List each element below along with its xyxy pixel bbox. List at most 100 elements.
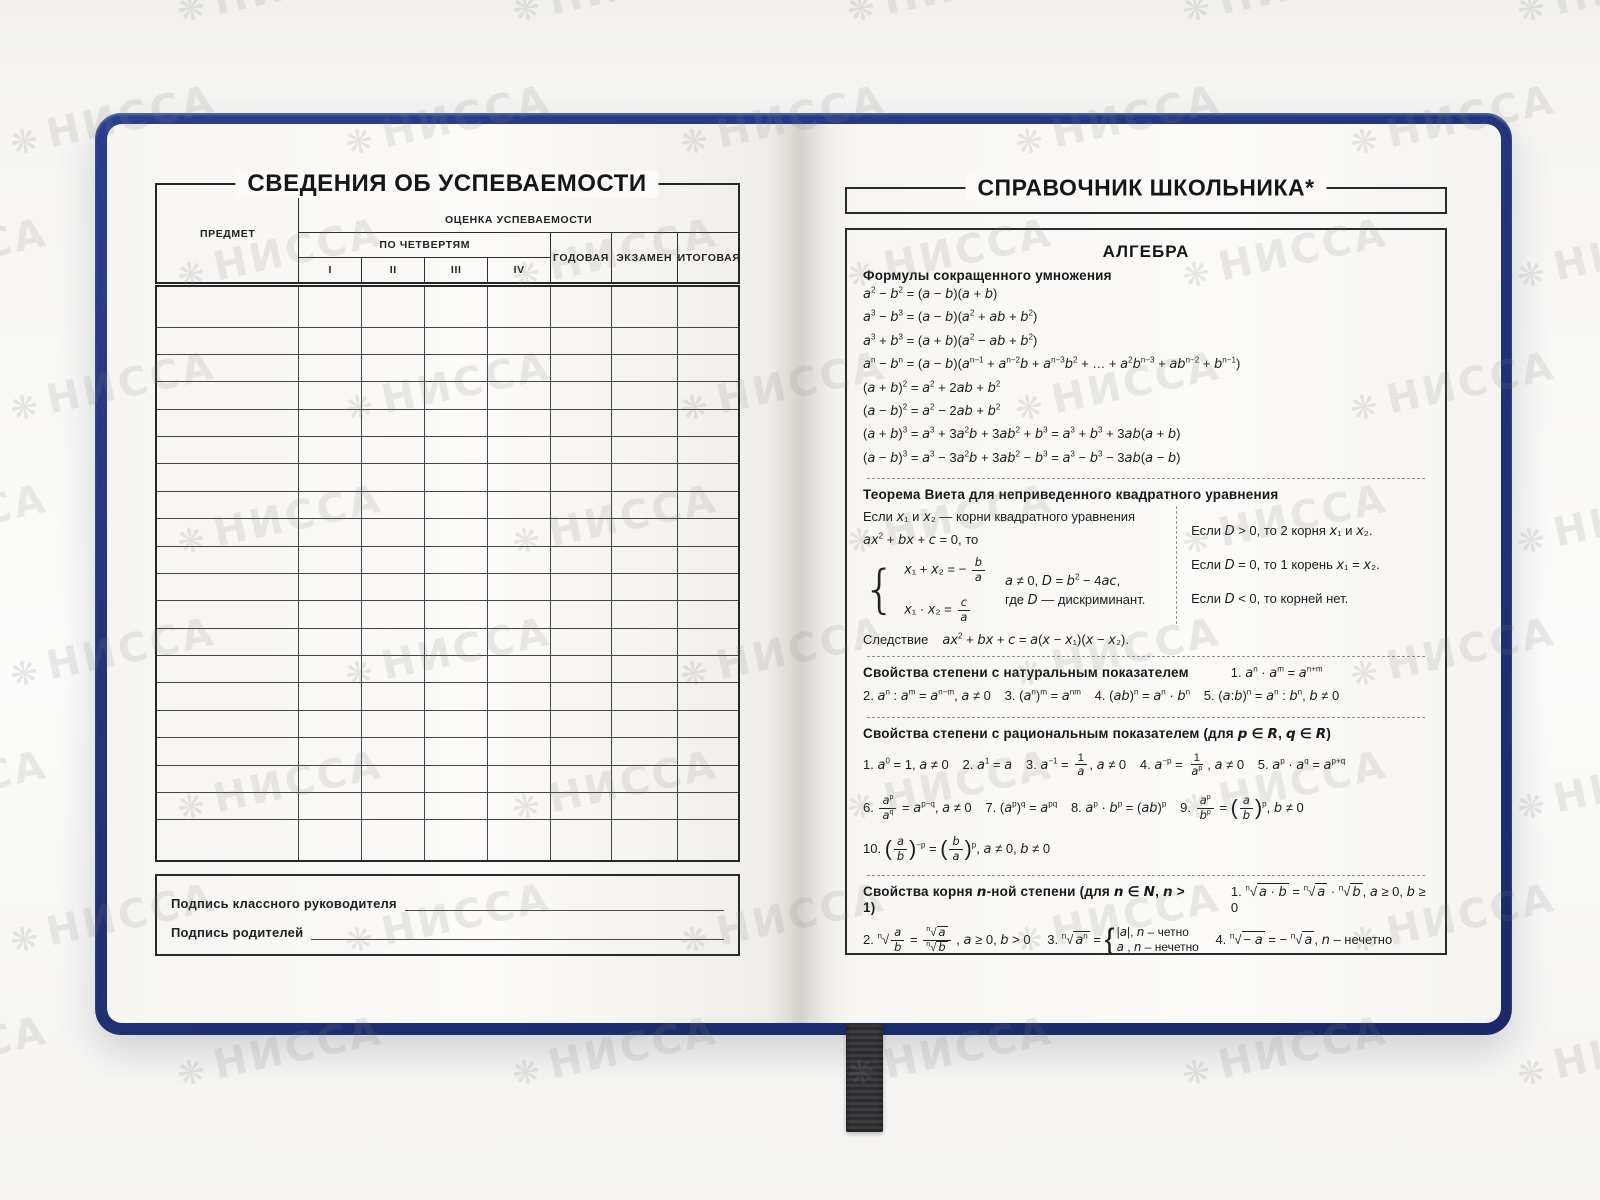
grades-row [155, 353, 740, 383]
mult-formula-4: an − bn = (a − b)(an−1 + an−2b + an−3b2 … [863, 355, 1241, 373]
grades-cell [361, 682, 426, 711]
mult-formula-1: a2 − b2 = (a − b)(a + b) [863, 285, 998, 302]
col-header-q1: I [298, 257, 363, 284]
grades-cell [298, 285, 363, 328]
grades-cell [298, 655, 363, 684]
nissa-logo-icon: ❋ [1513, 1049, 1552, 1095]
grades-cell [424, 737, 489, 766]
grades-row [155, 737, 740, 766]
grades-cell [298, 326, 363, 355]
grades-cell [155, 353, 300, 383]
bookmark-ribbon [846, 1024, 883, 1132]
grades-cell [550, 682, 612, 711]
grades-cell [361, 490, 426, 520]
grades-cell [424, 572, 489, 602]
grades-cell [610, 408, 678, 438]
vieta-discriminant-cases: Если D > 0, то 2 корня x₁ и x₂. Если D =… [1176, 506, 1429, 625]
grades-cell [676, 572, 740, 602]
vieta-intro-2: ax2 + bx + c = 0, то [863, 531, 979, 549]
grades-cell [610, 436, 678, 465]
nissa-watermark: ❋НИССА [0, 475, 52, 557]
grades-row [155, 490, 740, 520]
grades-cell [361, 408, 426, 438]
grades-cell [361, 381, 426, 410]
grades-cell [550, 545, 612, 574]
grades-cell [361, 709, 426, 739]
nissa-logo-icon: ❋ [6, 118, 45, 164]
grades-row [155, 545, 740, 574]
grades-cell [424, 326, 489, 355]
nth-root-item-1: 1. n√ a · b = n√ a · n√ b, a ≥ 0, b ≥ 0 [1230, 882, 1426, 915]
grades-cell [155, 381, 300, 410]
grades-cell [487, 285, 552, 328]
grades-cell [155, 764, 300, 793]
grades-cell [676, 353, 740, 383]
nissa-watermark: ❋НИССА [0, 209, 52, 291]
grades-cell [155, 819, 300, 862]
mult-formula-6: (a − b)2 = a2 − 2ab + b2 [863, 402, 1001, 420]
mult-formula-2: a3 − b3 = (a − b)(a2 + ab + b2) [863, 309, 1038, 326]
grades-cell [550, 627, 612, 657]
grades-cell [361, 572, 426, 602]
case-d-zero: Если D = 0, то 1 корень x₁ = x₂. [1191, 557, 1380, 574]
nissa-logo-icon: ❋ [1513, 517, 1552, 563]
grades-row [155, 463, 740, 492]
grades-cell [298, 572, 363, 602]
grades-cell [676, 819, 740, 862]
grades-cell [424, 518, 489, 547]
grades-cell [361, 627, 426, 657]
grades-grid [155, 285, 740, 862]
nissa-logo-icon: ❋ [1178, 1049, 1217, 1095]
nissa-logo-icon: ❋ [6, 650, 45, 696]
col-header-final: ИТОГОВАЯ [676, 232, 740, 284]
grades-cell [487, 436, 552, 465]
nissa-logo-icon: ❋ [173, 0, 212, 31]
teacher-signature-line [404, 895, 724, 912]
grades-cell [550, 518, 612, 547]
grades-cell [155, 326, 300, 355]
system-brace: { [863, 560, 897, 621]
grades-row [155, 819, 740, 862]
grades-cell [550, 381, 612, 410]
grades-cell [155, 627, 300, 657]
col-header-q2: II [361, 257, 426, 284]
grades-cell [487, 518, 552, 547]
grades-cell [487, 600, 552, 629]
nissa-logo-icon: ❋ [843, 0, 882, 31]
grades-cell [298, 463, 363, 492]
grades-cell [361, 819, 426, 862]
teacher-signature-row: Подпись классного руководителя [171, 895, 724, 912]
divider [867, 478, 1425, 480]
vieta-corollary: Следствие ax2 + bx + c = a(x − x₁)(x − x₂… [863, 632, 1429, 648]
nissa-watermark: ❋НИССА [1513, 475, 1600, 563]
grades-cell [298, 408, 363, 438]
vieta-left-column: Если x₁ и x₂ — корни квадратного уравнен… [863, 506, 1176, 624]
grades-cell [361, 545, 426, 574]
natural-power-items-2-5: 2. an : am = an−m, a ≠ 0 3. (an)m = anm … [863, 688, 1340, 705]
grades-row [155, 791, 740, 821]
nth-root-items-2-4: 2. n√ a b = n√ a n√ b , a ≥ 0, b > 0 3. n√ an … [863, 923, 1429, 953]
grades-cell [155, 490, 300, 520]
grades-cell [676, 326, 740, 355]
grades-cell [610, 791, 678, 821]
grades-cell [424, 545, 489, 574]
grades-cell [361, 791, 426, 821]
nissa-logo-icon: ❋ [173, 1049, 212, 1095]
grades-cell [298, 764, 363, 793]
grades-cell [487, 326, 552, 355]
mult-formula-7: (a + b)3 = a3 + 3a2b + 3ab2 + b3 = a3 + … [863, 426, 1181, 443]
nissa-logo-icon: ❋ [508, 1049, 547, 1095]
grades-row [155, 600, 740, 629]
grades-cell [550, 819, 612, 862]
nissa-logo-icon: ❋ [1178, 0, 1217, 31]
grades-cell [298, 737, 363, 766]
grades-cell [676, 655, 740, 684]
grades-cell [424, 463, 489, 492]
grades-cell [610, 326, 678, 355]
natural-power-heading: Свойства степени с натуральным показател… [863, 665, 1189, 681]
grades-row [155, 285, 740, 328]
nissa-logo-icon: ❋ [6, 916, 45, 962]
grades-cell [424, 436, 489, 465]
nissa-watermark: ❋НИССА [0, 741, 52, 823]
